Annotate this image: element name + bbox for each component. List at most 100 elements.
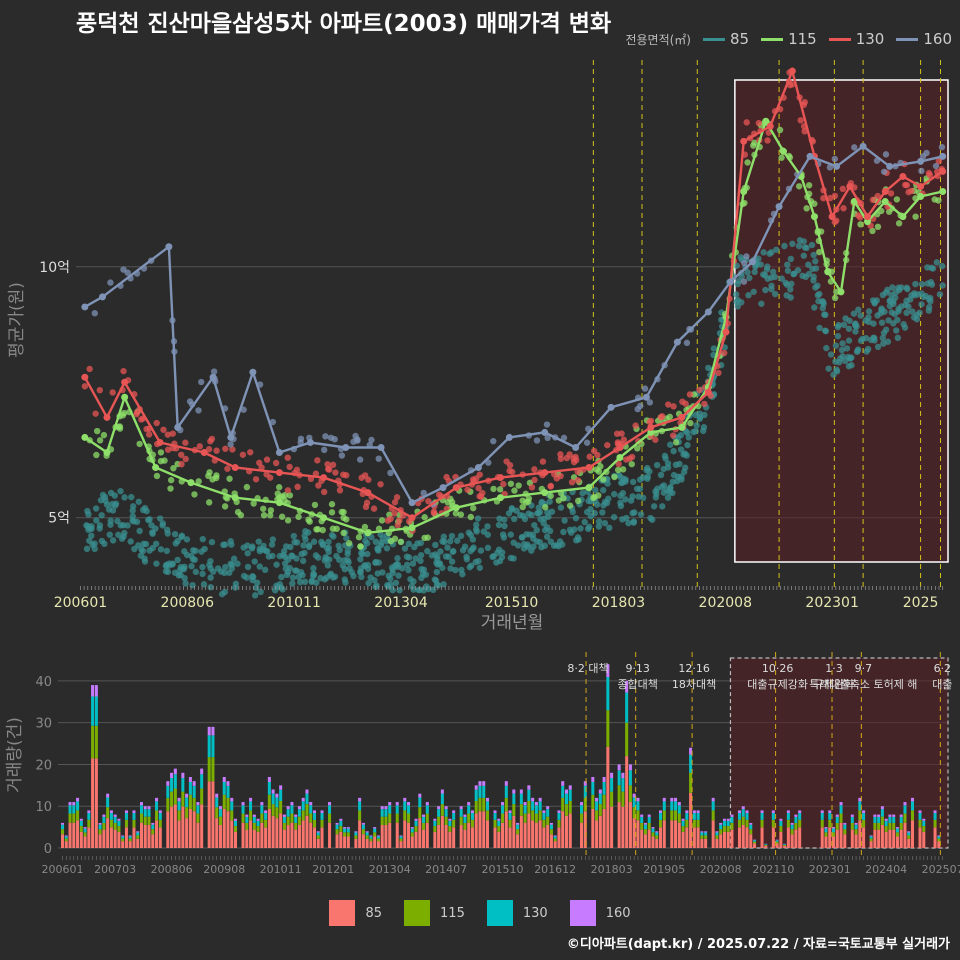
bar-stack <box>884 818 888 848</box>
bar-segment-115 <box>542 819 546 828</box>
bar-segment-160 <box>850 814 854 817</box>
bar-segment-85 <box>170 806 174 848</box>
bar-segment-160 <box>478 781 482 786</box>
scatter-point <box>191 491 198 498</box>
bar-segment-85 <box>354 838 358 848</box>
bar-segment-130 <box>188 781 192 795</box>
scatter-point <box>911 290 918 297</box>
bar-segment-160 <box>407 802 411 806</box>
bar-segment-160 <box>692 810 696 814</box>
scatter-point <box>614 466 622 474</box>
legend-item-160: 160 <box>896 30 952 48</box>
scatter-point <box>918 167 925 175</box>
scatter-point <box>610 490 618 498</box>
scatter-point <box>291 567 299 574</box>
bar-segment-160 <box>508 810 512 814</box>
bar-segment-160 <box>538 797 542 802</box>
bar-segment-85 <box>531 820 535 848</box>
bar-segment-130 <box>651 828 655 833</box>
scatter-point <box>574 497 582 505</box>
bar-segment-85 <box>410 836 414 848</box>
scatter-point <box>583 439 591 446</box>
bar-x-tick-label: 201011 <box>260 863 302 876</box>
scatter-point <box>291 538 298 546</box>
scatter-point <box>820 300 827 308</box>
bar-segment-160 <box>485 797 490 802</box>
bar-segment-115 <box>933 819 937 828</box>
series-point-130 <box>846 182 854 190</box>
bar-segment-115 <box>512 804 516 816</box>
bar-segment-115 <box>185 807 189 819</box>
bar-segment-160 <box>410 827 414 829</box>
bar-segment-115 <box>895 832 899 837</box>
bar-stack <box>643 822 647 848</box>
bar-segment-85 <box>459 825 463 848</box>
series-point-115 <box>864 218 872 226</box>
series-point-160 <box>541 428 549 436</box>
x-tick-label: 201510 <box>485 595 538 611</box>
scatter-point <box>93 517 100 524</box>
scatter-point <box>681 450 689 457</box>
bar-segment-115 <box>72 813 76 823</box>
bar-segment-130 <box>226 785 230 798</box>
scatter-point <box>802 273 809 281</box>
bar-segment-85 <box>508 827 512 848</box>
bar-stack <box>433 818 437 848</box>
bar-segment-160 <box>380 806 384 810</box>
series-point-115 <box>647 428 655 436</box>
bar-segment-85 <box>294 829 298 848</box>
bar-x-tick-label: 201201 <box>312 863 354 876</box>
scatter-point <box>501 522 508 530</box>
series-point-160 <box>859 142 867 150</box>
bar-stack <box>72 802 76 848</box>
bar-segment-115 <box>820 819 824 828</box>
scatter-point <box>760 249 767 256</box>
scatter-point <box>769 268 777 276</box>
bar-segment-130 <box>72 805 76 814</box>
bar-segment-85 <box>625 756 629 848</box>
scatter-point <box>447 565 454 572</box>
scatter-point <box>290 532 298 540</box>
scatter-point <box>816 248 823 256</box>
bar-segment-130 <box>139 805 144 814</box>
scatter-point <box>269 536 277 543</box>
scatter-point <box>757 261 764 268</box>
bar-segment-130 <box>628 770 632 786</box>
series-point-160 <box>408 499 416 507</box>
bar-stack <box>271 789 275 848</box>
scatter-point <box>746 274 753 282</box>
bar-segment-160 <box>170 772 174 779</box>
bar-segment-130 <box>282 816 286 823</box>
bar-segment-160 <box>606 664 610 678</box>
bar-segment-115 <box>64 838 68 842</box>
bar-segment-115 <box>527 801 531 814</box>
series-point-130 <box>121 378 129 386</box>
bar-stack <box>832 827 836 848</box>
bar-segment-160 <box>279 785 283 790</box>
scatter-point <box>138 416 145 423</box>
bar-segment-85 <box>83 836 87 848</box>
bar-stack <box>798 810 802 848</box>
scatter-point <box>705 364 712 372</box>
bar-segment-85 <box>414 831 418 848</box>
bar-segment-160 <box>899 814 903 817</box>
bar-stack <box>98 822 102 848</box>
bar-segment-130 <box>61 824 65 830</box>
bar-x-tick-label: 201304 <box>369 863 411 876</box>
bar-segment-115 <box>158 819 162 828</box>
scatter-point <box>884 338 892 345</box>
bar-segment-160 <box>275 793 279 798</box>
bar-segment-85 <box>553 841 557 848</box>
scatter-point <box>693 422 700 429</box>
bar-stack <box>305 789 309 848</box>
bar-segment-85 <box>343 836 347 848</box>
bar-stack <box>87 810 91 848</box>
bar-segment-130 <box>173 774 177 789</box>
bar-segment-130 <box>241 805 245 814</box>
scatter-point <box>584 525 592 533</box>
bar-segment-130 <box>643 824 647 830</box>
bar-segment-130 <box>76 801 80 811</box>
annotation-label: 대출 <box>932 678 952 691</box>
scatter-point <box>684 441 691 449</box>
scatter-point <box>496 486 504 493</box>
